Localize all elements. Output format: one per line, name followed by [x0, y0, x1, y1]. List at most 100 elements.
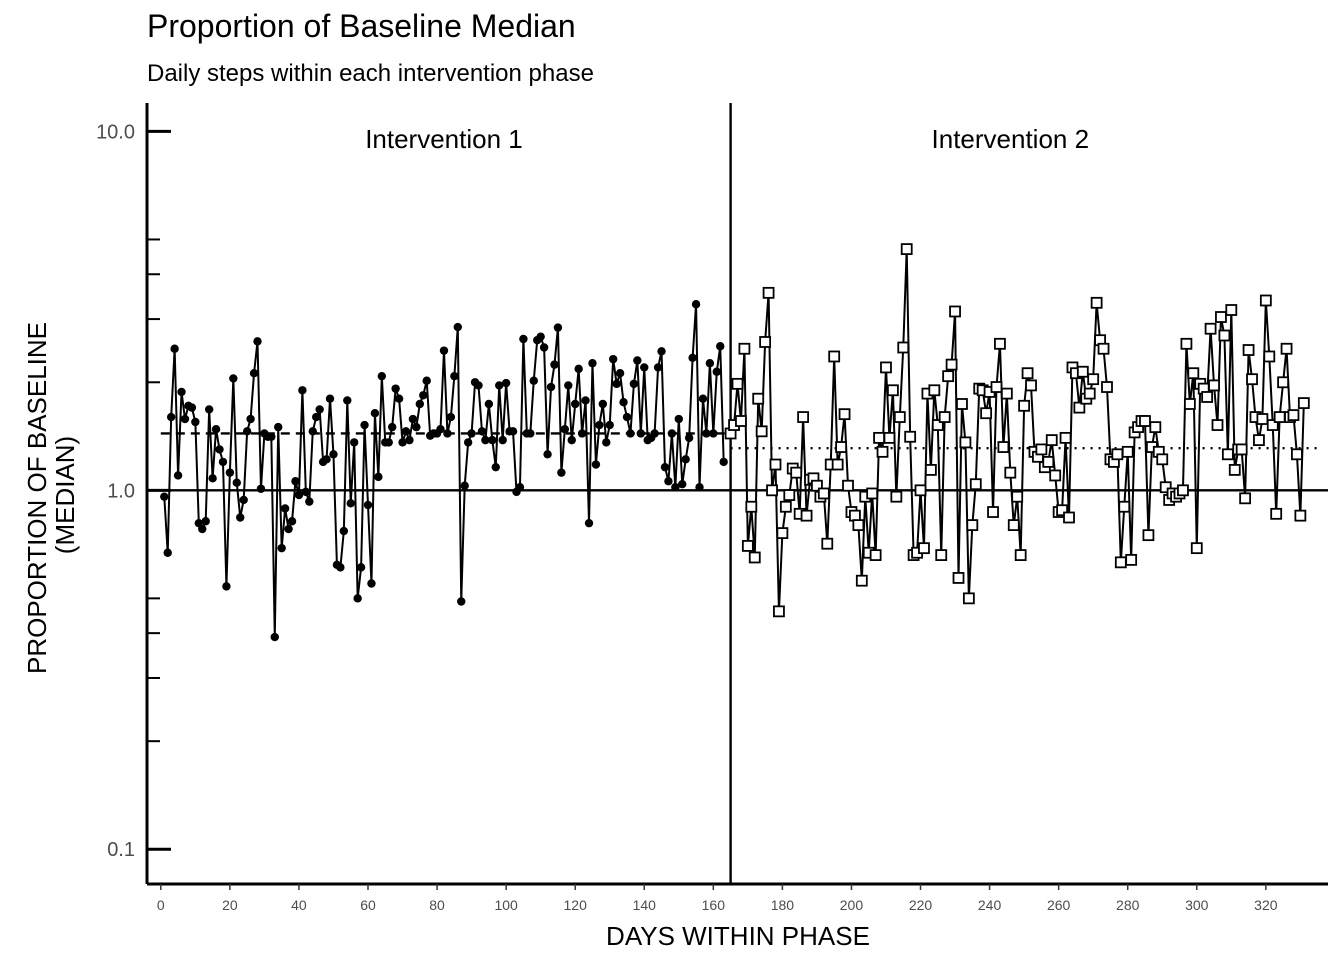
data-point [952, 572, 965, 584]
data-point [869, 549, 882, 561]
data-point [695, 483, 704, 492]
data-point [557, 468, 566, 477]
data-point [626, 429, 635, 438]
data-point [709, 429, 718, 438]
data-point [924, 463, 937, 476]
x-tick-label: 260 [1047, 897, 1071, 913]
data-point [170, 344, 179, 353]
data-point [1056, 504, 1069, 517]
data-point [738, 342, 751, 355]
data-point [574, 364, 583, 374]
y-tick-label: 10.0 [96, 121, 135, 143]
data-point [1125, 553, 1138, 566]
data-point [567, 435, 576, 445]
data-point [336, 563, 345, 572]
data-point [914, 484, 927, 497]
data-point [267, 432, 276, 441]
data-point [1177, 484, 1189, 497]
data-point [828, 350, 841, 363]
x-tick-label: 220 [909, 897, 933, 913]
data-point [664, 477, 673, 486]
data-point [880, 361, 892, 374]
data-point [218, 457, 228, 467]
data-point [253, 337, 262, 346]
data-point [731, 377, 744, 390]
data-point [526, 429, 535, 438]
data-point [698, 394, 708, 403]
data-point [1073, 401, 1086, 414]
data-point [360, 420, 369, 430]
data-point [201, 517, 210, 526]
data-point [1253, 434, 1265, 447]
data-point [287, 517, 297, 526]
data-point [1004, 466, 1017, 479]
data-point [1287, 409, 1300, 422]
data-point [893, 411, 906, 423]
data-point [591, 460, 601, 469]
data-point [353, 594, 362, 603]
data-point [990, 381, 1003, 393]
data-point [938, 411, 951, 423]
data-point [1111, 448, 1124, 461]
data-point [838, 408, 851, 421]
data-point [301, 487, 311, 497]
data-point [488, 435, 497, 445]
data-point [1042, 456, 1055, 468]
data-point [684, 433, 694, 443]
data-point [384, 438, 393, 447]
data-point [232, 478, 241, 487]
data-point [177, 387, 186, 397]
data-point [1263, 350, 1276, 363]
data-point [577, 429, 587, 438]
data-point [949, 305, 961, 318]
data-point [657, 347, 666, 356]
data-point [581, 396, 590, 405]
data-point [173, 471, 183, 480]
phase-label: Intervention 2 [932, 124, 1090, 154]
data-point [208, 474, 217, 483]
data-point [776, 527, 789, 539]
data-point [959, 436, 972, 449]
data-point [1228, 463, 1241, 476]
data-point [755, 425, 768, 438]
data-point [325, 394, 335, 403]
data-point [719, 457, 728, 467]
data-point [883, 431, 896, 444]
data-point [463, 438, 473, 447]
series-layer [160, 243, 1322, 642]
data-point [660, 462, 670, 472]
x-tick-label: 280 [1116, 897, 1140, 913]
data-point [1190, 542, 1203, 555]
x-tick-label: 0 [157, 897, 165, 913]
data-point [866, 487, 879, 500]
data-point [852, 519, 865, 531]
x-tick-label: 160 [702, 897, 726, 913]
data-point [619, 398, 628, 407]
data-point [1291, 448, 1303, 461]
data-point [671, 483, 680, 492]
x-tick-label: 300 [1185, 897, 1209, 913]
data-point [274, 422, 283, 432]
data-point [741, 540, 754, 552]
data-point [942, 370, 955, 383]
data-point [401, 427, 411, 436]
data-point [1159, 481, 1172, 494]
data-point [674, 414, 683, 424]
data-point [453, 322, 462, 332]
data-point [987, 506, 999, 518]
data-point [215, 445, 224, 454]
data-point [702, 429, 711, 438]
data-point [1083, 387, 1096, 400]
data-point [398, 438, 407, 447]
data-point [1007, 519, 1020, 531]
data-point [1204, 322, 1217, 335]
data-point [598, 399, 608, 409]
data-point [636, 429, 646, 438]
data-point [897, 341, 910, 354]
y-axis-title-line2: (MEDIAN) [50, 436, 80, 554]
data-point [346, 499, 355, 508]
data-point [962, 592, 975, 605]
data-point [1049, 469, 1062, 482]
data-point [1139, 415, 1151, 427]
data-point [1218, 329, 1231, 342]
